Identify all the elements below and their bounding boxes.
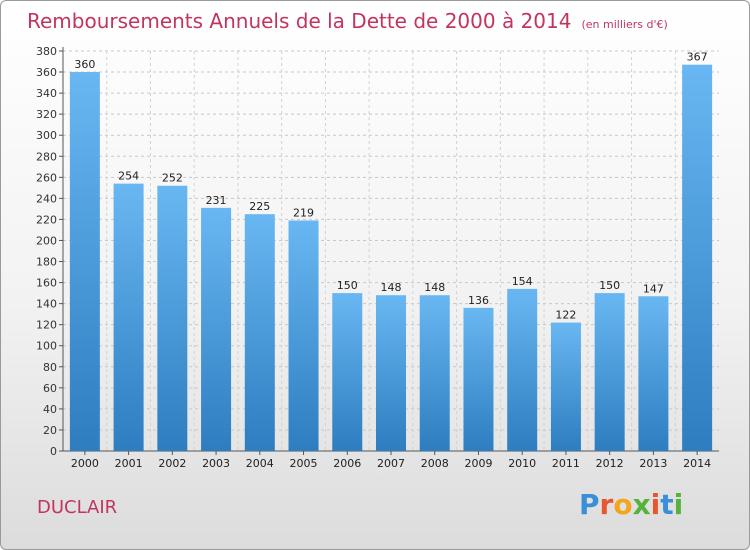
- y-tick-label: 160: [36, 277, 57, 290]
- x-tick-label-2002: 2002: [158, 457, 186, 470]
- bar-2006: [332, 293, 363, 451]
- data-label-2011: 122: [555, 309, 576, 322]
- data-label-2000: 360: [74, 58, 95, 71]
- logo-letter: P: [579, 488, 600, 521]
- y-tick-label: 300: [36, 129, 57, 142]
- proxiti-logo: Proxiti: [579, 488, 683, 521]
- y-tick-label: 260: [36, 171, 57, 184]
- y-tick-label: 140: [36, 298, 57, 311]
- bar-2014: [682, 64, 713, 452]
- bar-2009: [463, 307, 494, 451]
- x-tick-label-2003: 2003: [202, 457, 230, 470]
- x-tick-label-2013: 2013: [639, 457, 667, 470]
- data-label-2003: 231: [206, 194, 227, 207]
- y-tick-label: 380: [36, 45, 57, 58]
- bar-2013: [638, 296, 669, 451]
- x-tick-label-2004: 2004: [246, 457, 274, 470]
- x-tick-label-2011: 2011: [552, 457, 580, 470]
- x-tick-label-2012: 2012: [596, 457, 624, 470]
- bars: [69, 64, 713, 452]
- y-tick-label: 240: [36, 192, 57, 205]
- y-tick-label: 80: [43, 361, 57, 374]
- bar-2011: [550, 322, 581, 451]
- x-tick-label-2010: 2010: [508, 457, 536, 470]
- town-name: DUCLAIR: [37, 497, 118, 518]
- bar-2008: [419, 295, 450, 451]
- x-tick-label-2006: 2006: [333, 457, 361, 470]
- bar-2002: [157, 185, 188, 451]
- data-label-2006: 150: [337, 279, 358, 292]
- y-tick-label: 360: [36, 66, 57, 79]
- axes: 0 20 40 60 80 100 120 140 160 180 200 220 240 260 280 3…: [36, 45, 719, 470]
- bar-2000: [69, 72, 100, 451]
- bar-2012: [594, 293, 625, 451]
- data-label-2008: 148: [424, 281, 445, 294]
- x-tick-label-2014: 2014: [683, 457, 711, 470]
- data-label-2002: 252: [162, 172, 183, 185]
- bar-2005: [288, 220, 319, 451]
- y-tick-label: 320: [36, 108, 57, 121]
- y-tick-label: 0: [50, 445, 57, 458]
- y-tick-label: 220: [36, 213, 57, 226]
- y-tick-label: 40: [43, 403, 57, 416]
- x-tick-label-2009: 2009: [464, 457, 492, 470]
- chart-unit: (en milliers d'€): [581, 18, 668, 31]
- y-tick-label: 340: [36, 87, 57, 100]
- y-tick-label: 180: [36, 256, 57, 269]
- data-label-2005: 219: [293, 206, 314, 219]
- y-tick-label: 100: [36, 340, 57, 353]
- bar-2004: [244, 214, 275, 451]
- data-label-2007: 148: [381, 281, 402, 294]
- data-label-2012: 150: [599, 279, 620, 292]
- x-tick-label-2000: 2000: [71, 457, 99, 470]
- x-tick-label-2007: 2007: [377, 457, 405, 470]
- y-tick-label: 120: [36, 319, 57, 332]
- y-tick-label: 60: [43, 382, 57, 395]
- data-label-2010: 154: [512, 275, 533, 288]
- bar-2001: [113, 183, 144, 451]
- logo-letter: i: [673, 488, 684, 521]
- bar-2007: [376, 295, 406, 451]
- data-label-2014: 367: [687, 51, 708, 64]
- chart-title: Remboursements Annuels de la Dette de 20…: [27, 9, 668, 33]
- logo-letter: t: [660, 488, 674, 521]
- data-label-2009: 136: [468, 294, 489, 307]
- logo-letter: i: [650, 488, 661, 521]
- logo-letter: x: [632, 488, 651, 521]
- x-tick-label-2008: 2008: [421, 457, 449, 470]
- y-tick-label: 280: [36, 150, 57, 163]
- y-tick-label: 200: [36, 234, 57, 247]
- data-label-2004: 225: [249, 200, 270, 213]
- x-tick-label-2001: 2001: [115, 457, 143, 470]
- x-tick-label-2005: 2005: [290, 457, 318, 470]
- chart-title-text: Remboursements Annuels de la Dette de 20…: [27, 9, 572, 33]
- logo-letter: o: [613, 488, 633, 521]
- data-labels: 360 254 252 231 225 219 150 148 148 136 154 122 150 1…: [74, 51, 707, 322]
- y-tick-label: 20: [43, 424, 57, 437]
- logo-letter: r: [599, 488, 614, 521]
- bar-2010: [507, 288, 538, 451]
- data-label-2013: 147: [643, 282, 664, 295]
- bar-2003: [201, 207, 232, 451]
- data-label-2001: 254: [118, 170, 139, 183]
